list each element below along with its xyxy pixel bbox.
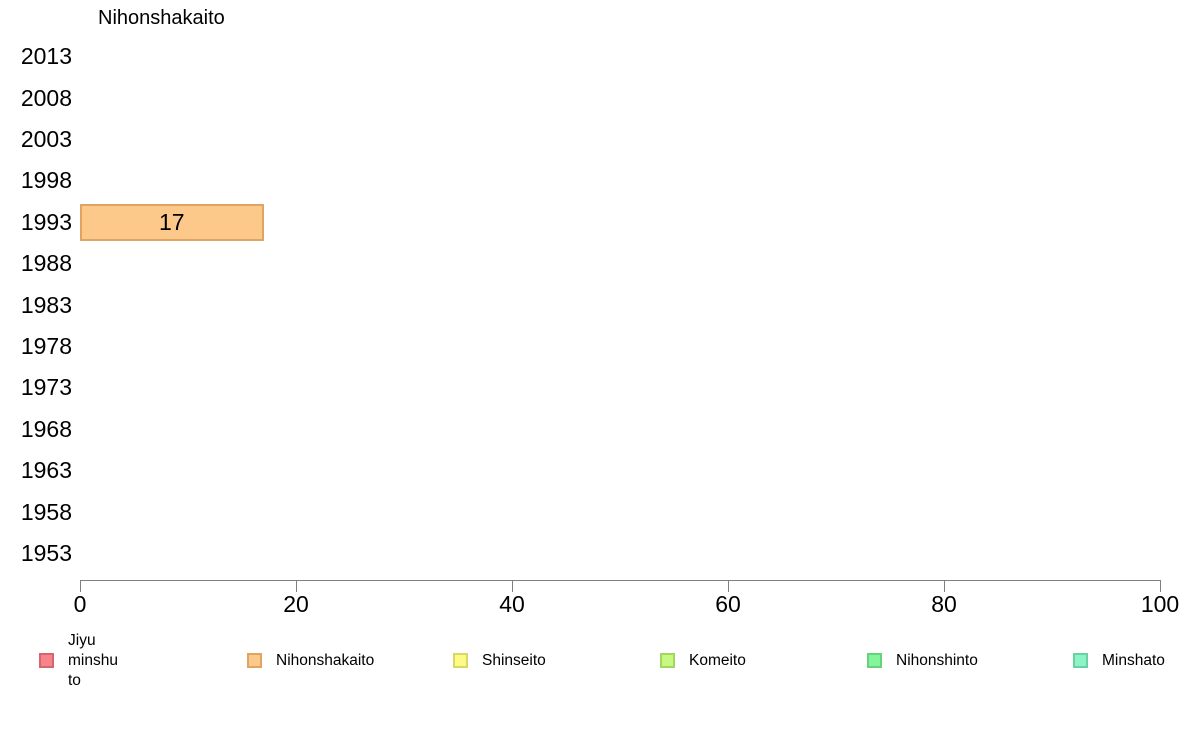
x-tick-label: 100 — [1140, 591, 1180, 617]
legend-swatch — [39, 653, 54, 668]
x-tick-label: 80 — [931, 591, 957, 617]
y-axis-label: 1963 — [20, 457, 72, 484]
y-axis-label: 1973 — [20, 374, 72, 401]
legend-item-label: Shinseito — [482, 652, 546, 669]
legend-swatch — [247, 653, 262, 668]
x-axis-tick — [296, 580, 297, 592]
x-axis-tick — [512, 580, 513, 592]
legend-item-label: Nihonshinto — [896, 652, 978, 669]
x-axis-tick — [80, 580, 81, 592]
y-axis-label: 2003 — [20, 125, 72, 152]
bar-1993: 17 — [80, 203, 264, 241]
legend-item-label: Jiyu minshu to — [68, 632, 118, 689]
y-axis-label: 1998 — [20, 167, 72, 194]
y-axis-label: 1958 — [20, 498, 72, 525]
x-tick-label: 20 — [283, 591, 309, 617]
y-axis-label: 2013 — [20, 43, 72, 70]
y-axis-label: 1953 — [20, 539, 72, 566]
x-tick-label: 60 — [715, 591, 741, 617]
legend-swatch — [453, 653, 468, 668]
x-axis-tick — [728, 580, 729, 592]
y-axis-label: 1983 — [20, 291, 72, 318]
y-axis-label: 1978 — [20, 332, 72, 359]
y-axis-label: 1988 — [20, 250, 72, 277]
chart-title: Nihonshakaito — [98, 7, 225, 29]
x-axis-line — [80, 580, 1161, 581]
y-axis-label: 2008 — [20, 84, 72, 111]
legend-swatch — [1073, 653, 1088, 668]
x-axis-tick — [944, 580, 945, 592]
x-tick-label: 40 — [499, 591, 525, 617]
legend-item-label: Komeito — [689, 652, 746, 669]
bar-value-label: 17 — [159, 208, 185, 235]
legend-item-label: Minshato — [1102, 652, 1165, 669]
y-axis-label: 1993 — [20, 208, 72, 235]
legend-item-label: Nihonshakaito — [276, 652, 375, 669]
legend-swatch — [867, 653, 882, 668]
x-tick-label: 0 — [73, 591, 87, 617]
y-axis-label: 1968 — [20, 415, 72, 442]
legend-swatch — [660, 653, 675, 668]
x-axis-tick — [1160, 580, 1161, 592]
